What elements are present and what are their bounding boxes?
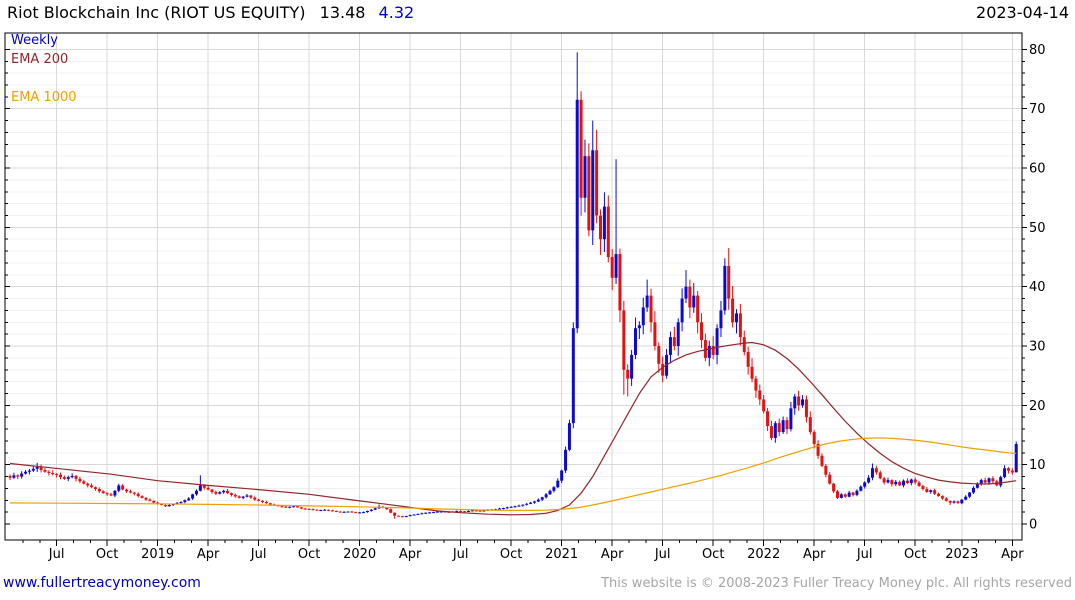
- grid-major: [5, 33, 1022, 540]
- y-axis-label: 80: [1029, 43, 1046, 58]
- x-axis-label: Oct: [904, 547, 926, 562]
- y-axis-label: 20: [1029, 399, 1046, 414]
- ema-1000-line: [9, 437, 1017, 511]
- x-axis-label: 2023: [945, 547, 978, 562]
- x-axis-label: Oct: [298, 547, 320, 562]
- y-axis-label: 0: [1029, 518, 1037, 533]
- x-axis-label: Oct: [500, 547, 522, 562]
- x-axis-label: Apr: [197, 547, 220, 562]
- instrument-name: Riot Blockchain Inc (RIOT US EQUITY): [7, 3, 306, 22]
- x-axis-label: 2020: [343, 547, 376, 562]
- x-axis-label: Jul: [856, 547, 873, 562]
- legend-ema200: EMA 200: [11, 52, 69, 67]
- candlestick-chart-canvas: 0 10 20 30 40 50 60 70 80 Jul Oct 2019 Apr Jul Oct 2020…: [4, 32, 1046, 562]
- price-chart: 0 10 20 30 40 50 60 70 80 Jul Oct 2019 Apr Jul Oct 2020…: [4, 32, 1046, 562]
- ema-lines: [9, 341, 1017, 516]
- as-of-date: 2023-04-14: [976, 3, 1069, 22]
- legend-ema1000: EMA 1000: [11, 90, 77, 105]
- x-axis-label: Apr: [803, 547, 826, 562]
- y-axis-label: 50: [1029, 221, 1046, 236]
- last-price: 13.48: [319, 3, 366, 22]
- x-axis-label: Apr: [399, 547, 422, 562]
- website-link[interactable]: www.fullertreacymoney.com: [3, 575, 201, 591]
- price-change: 4.32: [378, 3, 415, 22]
- title-bar: Riot Blockchain Inc (RIOT US EQUITY) 13.…: [7, 3, 1069, 22]
- y-axis-label: 70: [1029, 102, 1046, 117]
- x-axis-label: 2019: [141, 547, 174, 562]
- x-axis-label: 2021: [545, 547, 578, 562]
- y-axis-label: 10: [1029, 458, 1046, 473]
- x-axis-label: Jul: [654, 547, 671, 562]
- y-axis-label: 30: [1029, 340, 1046, 355]
- copyright-text: This website is © 2008-2023 Fuller Treac…: [601, 576, 1072, 591]
- candlestick-series: [8, 52, 1018, 519]
- page-title: Riot Blockchain Inc (RIOT US EQUITY) 13.…: [7, 3, 414, 22]
- legend-timeframe: Weekly: [11, 33, 58, 48]
- x-axis-label: Apr: [601, 547, 624, 562]
- x-axis-label: Oct: [96, 547, 118, 562]
- y-axis-label: 40: [1029, 280, 1046, 295]
- y-axis-label: 60: [1029, 162, 1046, 177]
- footer: www.fullertreacymoney.com This website i…: [3, 575, 1072, 591]
- x-axis-label: 2022: [747, 547, 780, 562]
- x-axis-label: Jul: [452, 547, 469, 562]
- axes: 0 10 20 30 40 50 60 70 80 Jul Oct 2019 Apr Jul Oct 2020…: [5, 43, 1046, 562]
- x-axis-label: Jul: [48, 547, 65, 562]
- x-axis-label: Jul: [250, 547, 267, 562]
- x-axis-label: Oct: [702, 547, 724, 562]
- x-axis-label: Apr: [1001, 547, 1024, 562]
